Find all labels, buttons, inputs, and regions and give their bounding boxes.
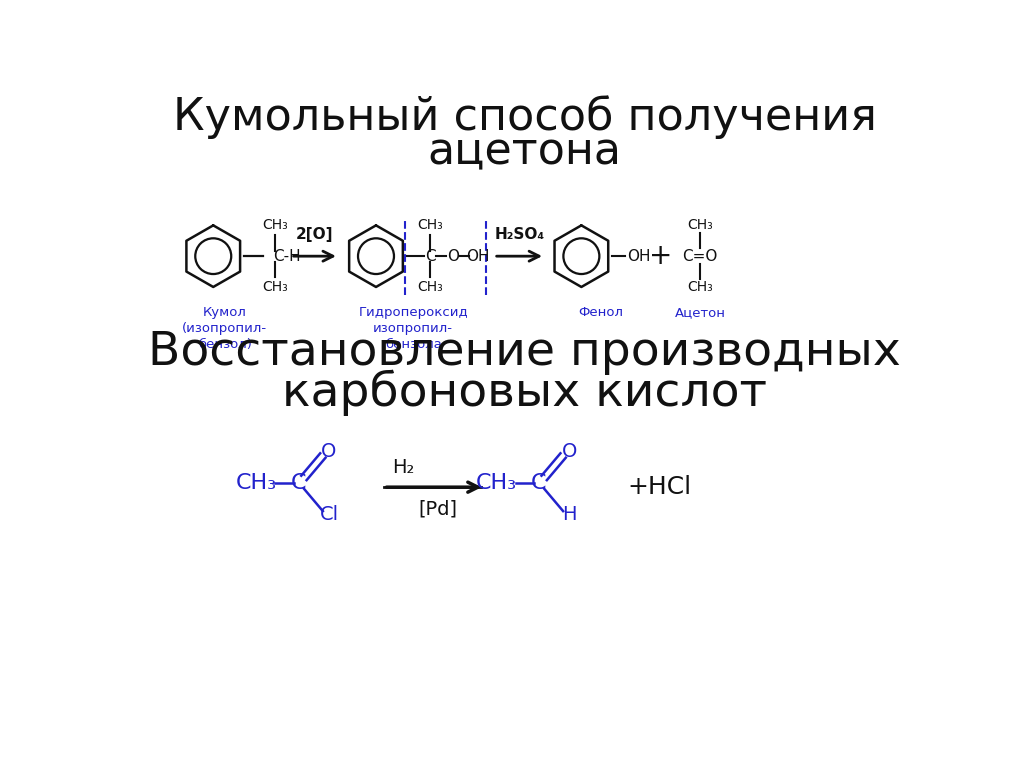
Text: CH₃: CH₃ <box>418 280 443 294</box>
Text: H₂SO₄: H₂SO₄ <box>495 227 545 243</box>
Text: CH₃: CH₃ <box>418 218 443 233</box>
Text: Кумол
(изопропил-
бензол): Кумол (изопропил- бензол) <box>182 306 267 351</box>
Text: карбоновых кислот: карбоновых кислот <box>283 369 767 415</box>
Text: Фенол: Фенол <box>579 306 624 319</box>
Text: ацетона: ацетона <box>428 131 622 174</box>
Text: CH₃: CH₃ <box>475 473 517 493</box>
Text: O: O <box>561 442 577 461</box>
Text: CH₃: CH₃ <box>262 280 288 294</box>
Text: +: + <box>649 242 672 270</box>
Text: +HCl: +HCl <box>628 475 692 499</box>
Text: C: C <box>291 473 306 493</box>
Text: CH₃: CH₃ <box>236 473 276 493</box>
Text: Ацетон: Ацетон <box>675 306 725 319</box>
Text: Восстановление производных: Восстановление производных <box>148 330 901 375</box>
Text: CH₃: CH₃ <box>687 218 713 233</box>
Text: OH: OH <box>467 249 490 263</box>
Text: H: H <box>562 505 577 525</box>
Text: Кумольный способ получения: Кумольный способ получения <box>173 96 877 140</box>
Text: [Pd]: [Pd] <box>419 499 458 518</box>
Text: H₂: H₂ <box>392 458 415 478</box>
Text: C: C <box>531 473 547 493</box>
Text: O: O <box>322 442 337 461</box>
Text: Cl: Cl <box>319 505 339 525</box>
Text: CH₃: CH₃ <box>262 218 288 233</box>
Text: 2[O]: 2[O] <box>296 227 334 243</box>
Text: Гидропероксид
изопропил-
бензола: Гидропероксид изопропил- бензола <box>358 306 468 351</box>
Text: C: C <box>425 249 435 263</box>
Text: CH₃: CH₃ <box>687 280 713 294</box>
Text: C=O: C=O <box>682 249 718 263</box>
Text: OH: OH <box>627 249 650 263</box>
Text: C-H: C-H <box>273 249 301 263</box>
Text: O: O <box>447 249 460 263</box>
